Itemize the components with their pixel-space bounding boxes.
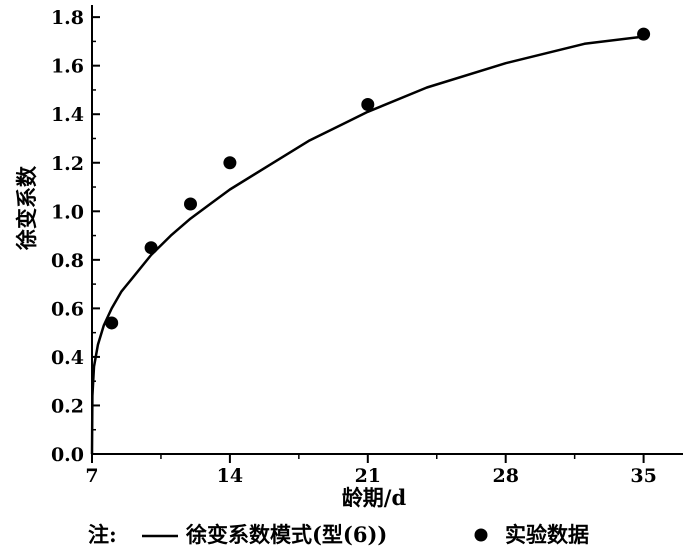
ticks: 0.0 0.2 0.4 0.6 0.8 1.0 1.2 1.4 1.6 1.8 7 14 21 28 35 xyxy=(51,7,657,487)
axes xyxy=(91,5,683,455)
data-point xyxy=(361,98,375,112)
y-tick-label: 1.2 xyxy=(51,153,84,175)
y-tick-label: 0.2 xyxy=(51,395,84,417)
x-tick-label: 7 xyxy=(85,465,98,487)
y-tick-label: 0.6 xyxy=(51,298,84,320)
y-tick-label: 0.0 xyxy=(51,444,84,466)
data-point xyxy=(223,156,237,170)
x-tick-label: 21 xyxy=(355,465,381,487)
y-tick-label: 1.4 xyxy=(51,104,84,126)
plot-marks xyxy=(90,27,651,455)
series-line-model xyxy=(90,35,644,455)
y-tick-label: 0.8 xyxy=(51,250,84,272)
y-axis-title: 徐变系数 xyxy=(14,165,39,251)
y-tick-label: 1.8 xyxy=(51,7,84,29)
data-point xyxy=(637,27,651,41)
legend-label-experiment: 实验数据 xyxy=(505,522,589,547)
x-tick-label: 28 xyxy=(492,465,518,487)
legend-label-model: 徐变系数模式(型(6)) xyxy=(185,522,387,547)
legend-marker-swatch xyxy=(474,528,488,542)
legend: 注: 徐变系数模式(型(6)) 实验数据 xyxy=(88,522,589,547)
data-point xyxy=(144,241,158,255)
y-tick-label: 1.0 xyxy=(51,201,84,223)
x-tick-label: 14 xyxy=(217,465,243,487)
data-point xyxy=(105,316,119,330)
legend-prefix: 注: xyxy=(88,522,117,547)
x-axis-title: 龄期/d xyxy=(342,485,407,510)
y-tick-label: 1.6 xyxy=(51,56,84,78)
data-point xyxy=(184,197,197,211)
y-tick-label: 0.4 xyxy=(51,347,84,369)
x-tick-label: 35 xyxy=(630,465,656,487)
